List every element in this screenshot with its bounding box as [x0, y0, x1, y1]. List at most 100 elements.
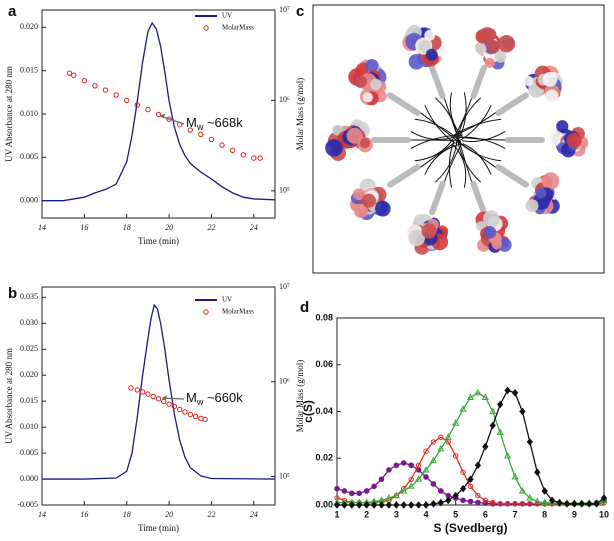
data-point — [474, 388, 482, 396]
linker — [495, 164, 529, 188]
chain — [418, 111, 463, 145]
y-axis-label: c(S) — [301, 400, 315, 423]
x-tick-label: 22 — [207, 510, 215, 519]
annotation: Mw ~668k — [186, 115, 243, 132]
y-tick-label: 0.005 — [20, 448, 38, 457]
data-point — [496, 428, 504, 436]
annotation-rest: ~660k — [203, 390, 243, 405]
y-tick-label: -0.005 — [17, 500, 38, 509]
y-tick-label: 0.08 — [315, 312, 333, 322]
data-point — [438, 488, 444, 494]
domain-atom — [418, 40, 432, 53]
data-point — [386, 467, 392, 473]
y2-axis-label: Molar Mass (g/mol) — [295, 78, 305, 151]
data-point — [526, 493, 534, 501]
data-point — [511, 389, 519, 397]
data-point — [452, 491, 459, 500]
panel-label: b — [8, 285, 17, 302]
domain-atom — [549, 130, 565, 146]
domain-atom — [566, 132, 582, 148]
data-point — [145, 106, 151, 113]
data-point — [489, 407, 497, 414]
x-tick-label: 7 — [512, 509, 517, 519]
data-point — [400, 486, 408, 494]
x-axis-label: Time (min) — [138, 236, 179, 246]
data-point — [504, 386, 511, 395]
data-point — [407, 482, 415, 489]
data-point — [481, 393, 489, 400]
linker — [387, 164, 421, 188]
domain-atom — [362, 92, 373, 103]
data-point — [348, 501, 355, 509]
series-line — [336, 462, 605, 505]
data-point — [370, 501, 378, 509]
y-axis-label: UV Absorbance at 280 nm — [4, 348, 14, 444]
data-point — [415, 475, 423, 482]
series-line — [337, 389, 605, 506]
data-point — [452, 453, 459, 459]
plot-frame — [41, 286, 276, 506]
data-point — [466, 393, 475, 400]
data-point — [128, 385, 134, 391]
data-point — [341, 501, 348, 509]
domain-atom — [424, 29, 436, 41]
series-line — [42, 21, 276, 202]
x-axis-label: S (Svedberg) — [433, 521, 507, 535]
chain — [456, 97, 482, 141]
x-tick-label: 6 — [483, 509, 488, 519]
data-point — [102, 87, 109, 93]
domain-atom — [361, 193, 376, 208]
data-point — [512, 501, 518, 507]
data-point — [139, 389, 146, 395]
data-point — [533, 497, 541, 504]
x-axis-label: Time (min) — [138, 523, 179, 533]
x-tick-label: 2 — [364, 509, 369, 519]
y-tick-label: 0.025 — [20, 344, 38, 353]
y-tick-label: 0.035 — [20, 292, 38, 301]
data-point — [438, 434, 444, 440]
chain — [453, 118, 502, 136]
data-point — [600, 494, 608, 502]
series-line — [336, 436, 605, 505]
data-point — [475, 499, 481, 506]
data-point — [519, 501, 526, 507]
y-tick-label: 0.06 — [315, 359, 333, 369]
data-point — [497, 501, 503, 507]
x-tick-label: 8 — [542, 509, 547, 519]
data-point — [71, 72, 77, 78]
domain-atom — [497, 35, 516, 53]
domain-atom — [346, 127, 363, 144]
data-point — [563, 500, 571, 508]
data-point — [134, 387, 141, 393]
data-point — [393, 462, 400, 469]
data-point — [378, 476, 385, 483]
y-axis-label: UV Absorbance at 280 nm — [4, 66, 14, 162]
data-point — [467, 483, 474, 489]
annotation-sub: w — [196, 122, 204, 132]
legend-label: MolarMass — [222, 308, 254, 316]
data-point — [497, 400, 504, 409]
domain-atom — [483, 225, 497, 239]
data-point — [534, 468, 541, 477]
y2-tick-label: 10⁶ — [279, 377, 290, 386]
domain-atom — [545, 89, 559, 103]
domain-atom — [355, 75, 367, 88]
data-point — [378, 501, 385, 509]
data-point — [423, 448, 429, 454]
domain-atom — [425, 48, 438, 61]
x-tick-label: 9 — [572, 509, 577, 519]
y2-axis-label: Molar Mass (g/mol) — [295, 360, 305, 433]
annotation-sub: w — [196, 397, 204, 407]
data-point — [333, 501, 341, 509]
x-tick-label: 22 — [207, 223, 215, 232]
data-point — [415, 462, 422, 468]
data-point — [415, 501, 422, 509]
annotation-main: M — [186, 115, 197, 130]
data-point — [240, 152, 246, 158]
data-point — [392, 491, 400, 499]
data-point — [81, 78, 88, 84]
data-point — [459, 405, 467, 412]
data-point — [334, 485, 340, 492]
linker — [495, 92, 529, 116]
x-tick-label: 5 — [453, 509, 458, 519]
